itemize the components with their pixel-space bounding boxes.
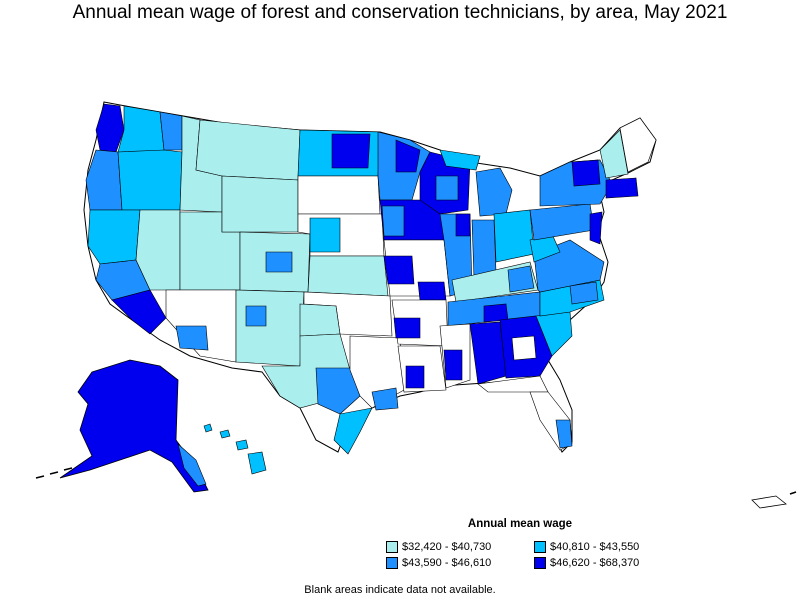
legend-label-range-2: $40,810 - $43,550: [550, 541, 640, 553]
region-mo-west: [383, 255, 415, 285]
region-montana: [195, 119, 301, 181]
region-virgin-islands: [789, 491, 797, 495]
region-texas-houston: [371, 387, 399, 411]
region-eastern-washington: [159, 111, 183, 151]
legend-item-range-4: $46,620 - $68,370: [534, 556, 682, 570]
region-southern-california: [111, 289, 167, 335]
region-ms-central: [443, 349, 463, 381]
region-nm-north: [245, 305, 267, 327]
region-wyoming: [221, 175, 299, 233]
region-texas-panhandle: [299, 303, 341, 337]
region-ar-west: [393, 317, 421, 339]
region-texas-gulf: [333, 407, 373, 455]
region-colorado-front: [265, 251, 293, 273]
legend-label-range-1: $32,420 - $40,730: [402, 541, 492, 553]
region-new-mexico: [235, 289, 305, 367]
region-fl-south: [555, 419, 573, 449]
blank-areas-note: Blank areas indicate data not available.: [304, 584, 496, 596]
legend-swatch-range-1: [386, 541, 398, 553]
region-hawaii-big-island: [247, 451, 267, 475]
region-hawaii-maui: [235, 439, 249, 451]
region-ky-east: [507, 265, 535, 293]
legend-item-range-1: $32,420 - $40,730: [386, 540, 534, 554]
region-il-chicago: [455, 213, 471, 237]
region-northern-california: [87, 209, 141, 265]
region-mo-southeast: [417, 281, 447, 301]
region-hawaii-kauai: [203, 423, 213, 433]
region-vermont-nh: [599, 129, 629, 179]
map-title: Annual mean wage of forest and conservat…: [72, 2, 728, 23]
legend-item-range-3: $43,590 - $46,610: [386, 556, 534, 570]
region-iowa-west: [381, 205, 405, 237]
legend-swatch-range-2: [534, 541, 546, 553]
legend-item-range-2: $40,810 - $43,550: [534, 540, 682, 554]
region-ga-central: [511, 335, 537, 361]
region-hawaii-oahu: [219, 429, 231, 439]
region-ohio: [493, 209, 535, 263]
region-indiana: [471, 219, 497, 279]
legend-title: Annual mean wage: [467, 518, 573, 530]
region-mi-upper: [439, 149, 481, 171]
legend-swatch-range-3: [386, 557, 398, 569]
region-la-central: [405, 365, 425, 389]
region-eastern-oregon: [117, 149, 183, 211]
region-michigan: [475, 167, 513, 217]
region-new-jersey: [589, 211, 603, 245]
region-nd-east: [331, 133, 371, 169]
region-nc-east: [569, 281, 599, 305]
region-kansas: [307, 255, 389, 297]
legend-label-range-3: $43,590 - $46,610: [402, 557, 492, 569]
map-legend: Annual mean wage $32,420 - $40,730 $40,8…: [380, 518, 680, 570]
region-nevada: [135, 209, 181, 291]
region-maine: [619, 117, 657, 173]
region-ne-east: [309, 217, 341, 253]
region-mn-north: [395, 139, 421, 173]
region-aleutian-islands: [35, 467, 73, 479]
region-alaska-southeast: [177, 443, 207, 487]
region-ny-north: [571, 159, 601, 187]
legend-label-range-4: $46,620 - $68,370: [550, 557, 640, 569]
region-puerto-rico: [751, 495, 787, 509]
region-massachusetts: [605, 177, 639, 199]
legend-swatch-range-4: [534, 557, 546, 569]
region-central-arizona: [175, 325, 209, 351]
region-texas-central: [315, 367, 361, 415]
region-wi-central: [435, 175, 459, 201]
region-south-dakota: [297, 175, 381, 215]
region-alaska: [59, 359, 209, 493]
